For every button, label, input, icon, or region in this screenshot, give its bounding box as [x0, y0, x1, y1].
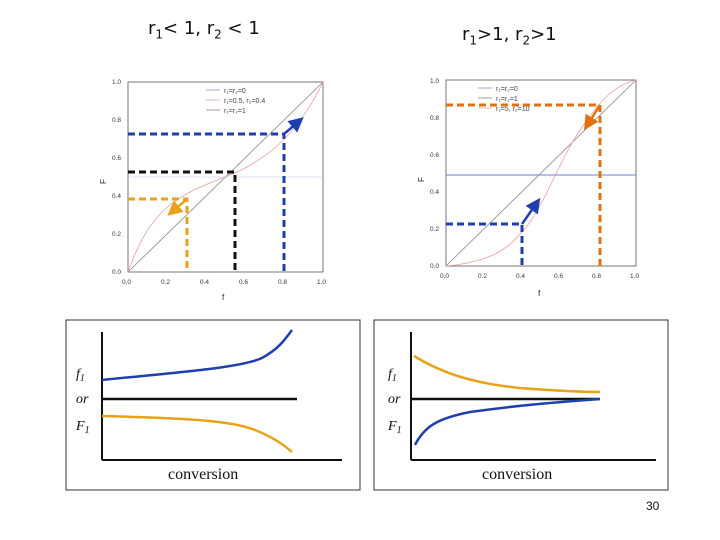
left-y-tick: 0.6 [112, 155, 121, 162]
right-schematic-F1-curve [413, 354, 601, 394]
left-black-guide [128, 170, 237, 272]
left-legend-item: r₁=0.5, r₂=0.4 [224, 98, 265, 105]
left-y-axis-label: F [99, 179, 108, 184]
right-x-axis-label: f [538, 289, 541, 298]
right-x-tick: 0.0 [440, 273, 449, 280]
right-x-tick: 1.0 [630, 273, 639, 280]
right-x-tick: 0.4 [516, 273, 525, 280]
right-x-tick: 0.6 [554, 273, 563, 280]
right-y-tick: 1.0 [430, 78, 439, 85]
left-schematic-or-label: or [76, 392, 89, 407]
left-schematic-frame [65, 319, 361, 491]
left-composition-plot: 0.0 0.2 0.4 0.6 0.8 1.0 0.0 0.2 0.4 0.6 … [99, 79, 326, 302]
right-y-tick: 0.4 [430, 189, 439, 196]
right-blue-arrow [520, 197, 541, 225]
right-orange-arrow [583, 104, 602, 131]
left-x-axis-label: f [222, 293, 225, 302]
right-schematic-or-label: or [388, 392, 401, 407]
right-copolymer-curve [445, 79, 637, 267]
left-y-tick: 0.2 [112, 231, 121, 238]
left-x-tick: 0.4 [200, 279, 209, 286]
right-x-ticks: 0.0 0.2 0.4 0.6 0.8 1.0 [440, 273, 639, 280]
left-y-ticks: 0.0 0.2 0.4 0.6 0.8 1.0 [112, 79, 121, 276]
left-x-tick: 0.8 [278, 279, 287, 286]
right-legend-item: r₁=r₂=0 [496, 86, 518, 93]
right-schematic-x-label: conversion [482, 466, 552, 483]
right-legend-item: r₁=r₂=1 [496, 96, 518, 103]
left-y-tick: 1.0 [112, 79, 121, 86]
right-legend-item: r₁=5, r₂=10 [496, 106, 530, 113]
right-y-tick: 0.8 [430, 115, 439, 122]
right-composition-plot: 0.0 0.2 0.4 0.6 0.8 1.0 0.0 0.2 0.4 0.6 … [417, 78, 639, 298]
right-schematic-f1-label: f1 [388, 367, 397, 384]
page-number: 30 [646, 499, 660, 513]
left-orange-arrow [167, 198, 188, 216]
right-x-tick: 0.8 [592, 273, 601, 280]
right-legend: r₁=r₂=0 r₁=r₂=1 r₁=5, r₂=10 [478, 86, 530, 113]
left-blue-arrow [283, 117, 304, 135]
right-schematic-f1-curve [413, 397, 601, 446]
right-blue-guide [446, 222, 524, 266]
left-x-tick: 0.0 [122, 279, 131, 286]
right-plot-frame [445, 79, 637, 267]
left-y-tick: 0.8 [112, 117, 121, 124]
left-legend: r₁=r₂=0 r₁=0.5, r₂=0.4 r₁=r₂=1 [206, 88, 265, 115]
right-y-tick: 0.6 [430, 152, 439, 159]
left-legend-item: r₁=r₂=0 [224, 88, 246, 95]
right-diagonal-curve [445, 79, 637, 267]
right-y-axis-label: F [417, 177, 426, 182]
left-x-tick: 1.0 [317, 279, 326, 286]
right-schematic: f1 or F1 conversion [373, 319, 669, 491]
right-x-tick: 0.2 [478, 273, 487, 280]
left-schematic-F1-curve [101, 414, 293, 453]
right-schematic-F1-label: F1 [387, 419, 402, 436]
left-title: r1< 1, r2 < 1 [148, 18, 260, 42]
left-x-tick: 0.2 [161, 279, 170, 286]
left-x-ticks: 0.0 0.2 0.4 0.6 0.8 1.0 [122, 279, 326, 286]
left-schematic: f1 or F1 conversion [65, 319, 361, 491]
right-schematic-frame [373, 319, 669, 491]
right-y-tick: 0.0 [430, 263, 439, 270]
left-blue-guide [128, 132, 286, 272]
left-schematic-F1-label: F1 [75, 419, 90, 436]
left-legend-item: r₁=r₂=1 [224, 108, 246, 115]
right-y-ticks: 0.0 0.2 0.4 0.6 0.8 1.0 [430, 78, 439, 270]
right-y-tick: 0.2 [430, 226, 439, 233]
left-y-tick: 0.4 [112, 193, 121, 200]
left-orange-guide [128, 197, 189, 272]
left-x-tick: 0.6 [239, 279, 248, 286]
right-title: r1>1, r2>1 [462, 24, 557, 48]
left-schematic-f1-label: f1 [76, 367, 85, 384]
left-schematic-f1-curve [101, 329, 294, 382]
left-schematic-x-label: conversion [168, 466, 238, 483]
left-y-tick: 0.0 [112, 269, 121, 276]
